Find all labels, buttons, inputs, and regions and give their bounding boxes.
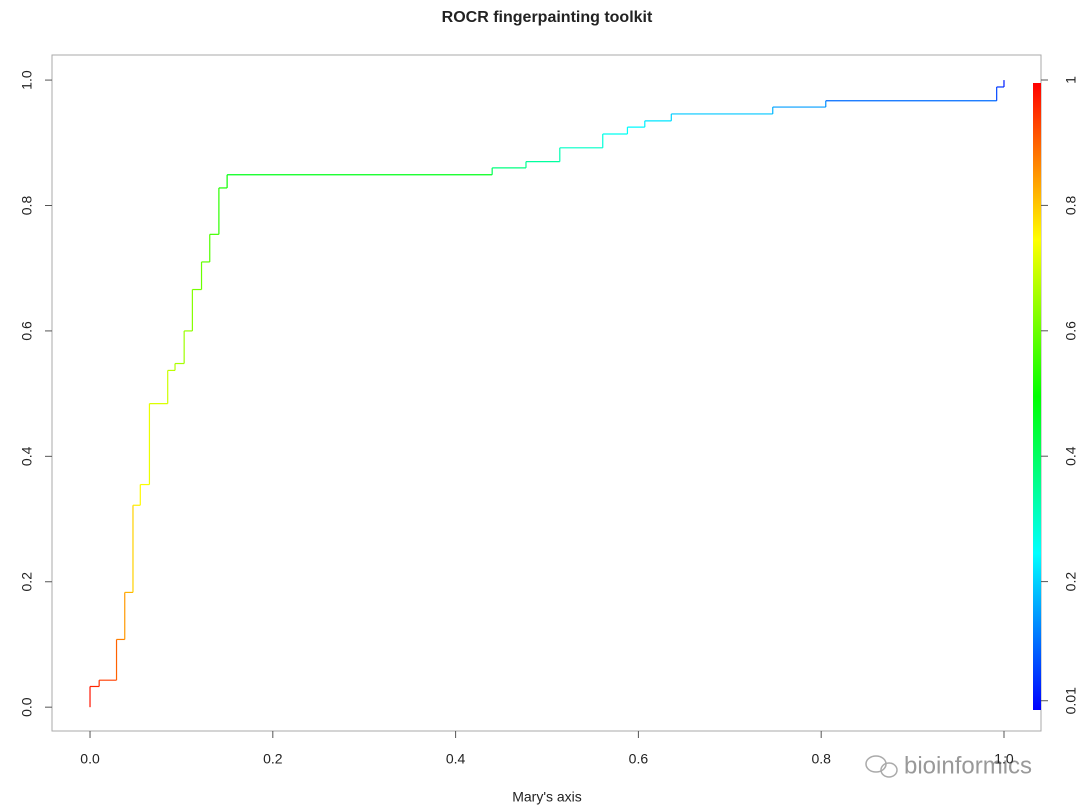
chart-title: ROCR fingerpainting toolkit [442, 9, 653, 26]
y-tick-label: 0.8 [19, 196, 35, 216]
plot-frame [51, 54, 1042, 732]
x-tick-label: 1.0 [994, 751, 1014, 767]
color-key-label: 0.6 [1063, 321, 1079, 341]
y-tick-label: 0.6 [19, 321, 35, 341]
color-key-label: 1 [1063, 76, 1079, 84]
x-tick-label: 0.0 [80, 751, 100, 767]
watermark-icon [865, 755, 898, 778]
color-key-label: 0.4 [1063, 446, 1079, 466]
y-tick-label: 0.2 [19, 572, 35, 592]
x-tick-label: 0.8 [811, 751, 831, 767]
color-key-label: 0.2 [1063, 572, 1079, 592]
x-axis-label: Mary's axis [512, 789, 582, 805]
y-tick-label: 0.0 [19, 697, 35, 717]
y-tick-label: 1.0 [19, 70, 35, 90]
color-key-label: 0.01 [1063, 687, 1079, 714]
watermark: bioinformics [904, 752, 1032, 779]
y-tick-label: 0.4 [19, 446, 35, 466]
x-tick-label: 0.4 [446, 751, 466, 767]
x-tick-label: 0.6 [629, 751, 649, 767]
color-key-label: 0.8 [1063, 195, 1079, 215]
x-tick-label: 0.2 [263, 751, 283, 767]
color-key [1033, 83, 1041, 710]
